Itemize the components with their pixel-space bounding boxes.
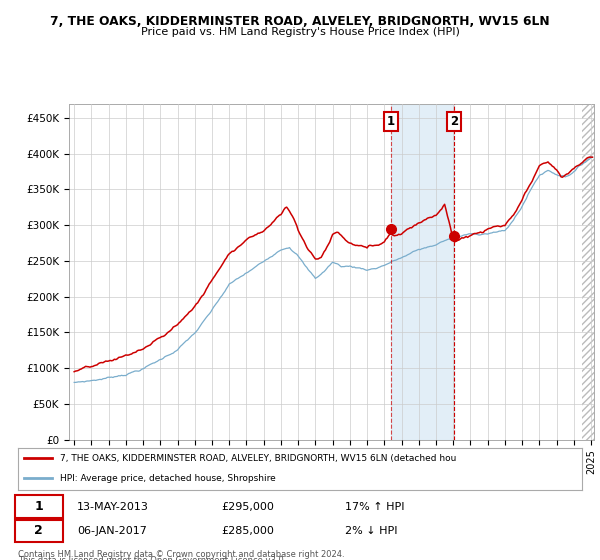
Text: 7, THE OAKS, KIDDERMINSTER ROAD, ALVELEY, BRIDGNORTH, WV15 6LN: 7, THE OAKS, KIDDERMINSTER ROAD, ALVELEY… [50, 15, 550, 28]
Text: 2% ↓ HPI: 2% ↓ HPI [345, 526, 398, 536]
Text: 2: 2 [450, 115, 458, 128]
Text: HPI: Average price, detached house, Shropshire: HPI: Average price, detached house, Shro… [60, 474, 276, 483]
FancyBboxPatch shape [15, 496, 63, 517]
Text: 2: 2 [34, 524, 43, 537]
Text: Price paid vs. HM Land Registry's House Price Index (HPI): Price paid vs. HM Land Registry's House … [140, 27, 460, 37]
Bar [391, 104, 454, 440]
Text: 13-MAY-2013: 13-MAY-2013 [77, 502, 149, 511]
Text: 17% ↑ HPI: 17% ↑ HPI [345, 502, 404, 511]
FancyBboxPatch shape [15, 520, 63, 542]
Text: 1: 1 [34, 500, 43, 513]
Bar [583, 104, 594, 440]
Text: 7, THE OAKS, KIDDERMINSTER ROAD, ALVELEY, BRIDGNORTH, WV15 6LN (detached hou: 7, THE OAKS, KIDDERMINSTER ROAD, ALVELEY… [60, 454, 457, 463]
Text: £285,000: £285,000 [221, 526, 274, 536]
Bar [583, 104, 594, 440]
Text: 06-JAN-2017: 06-JAN-2017 [77, 526, 147, 536]
Text: 1: 1 [386, 115, 395, 128]
Text: This data is licensed under the Open Government Licence v3.0.: This data is licensed under the Open Gov… [18, 556, 286, 560]
Text: Contains HM Land Registry data © Crown copyright and database right 2024.: Contains HM Land Registry data © Crown c… [18, 550, 344, 559]
Text: £295,000: £295,000 [221, 502, 274, 511]
